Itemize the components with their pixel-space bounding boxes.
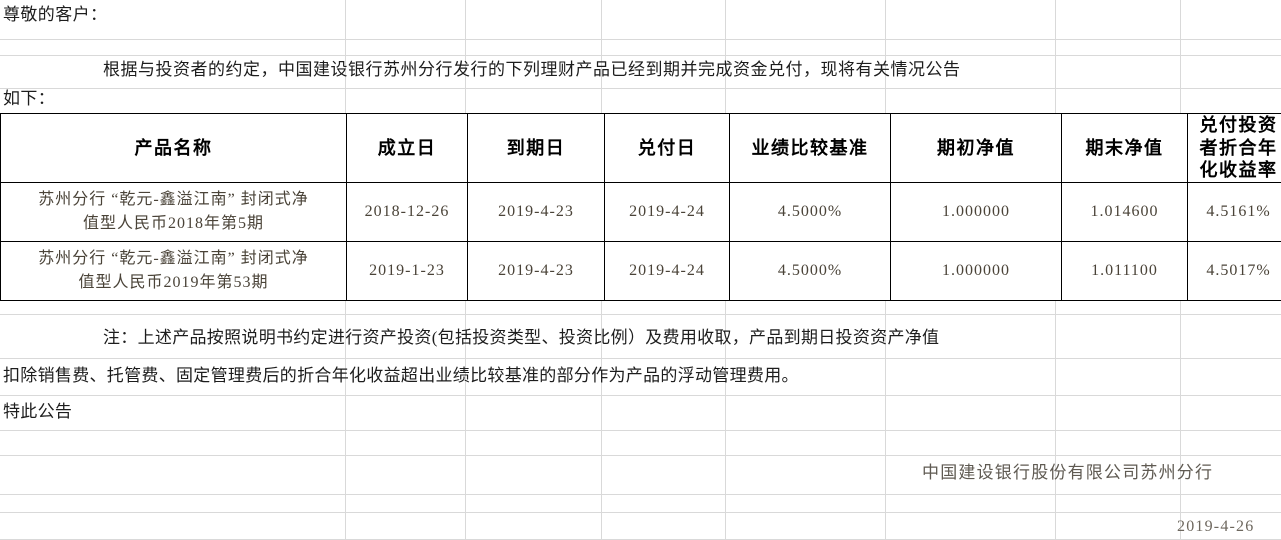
note-line2: 扣除销售费、托管费、固定管理费后的折合年化收益超出业绩比较基准的部分作为产品的浮… (3, 366, 799, 385)
table-row: 苏州分行 “乾元-鑫溢江南” 封闭式净 值型人民币2018年第5期 2018-1… (0, 181, 1281, 242)
cell-payment-date: 2019-4-24 (604, 181, 730, 242)
cell-product-name: 苏州分行 “乾元-鑫溢江南” 封闭式净 值型人民币2018年第5期 (0, 181, 347, 242)
cell-establish-date: 2018-12-26 (346, 181, 468, 242)
product-name-line2: 值型人民币2019年第53期 (78, 273, 269, 291)
cell-establish-date: 2019-1-23 (346, 240, 468, 301)
cell-benchmark: 4.5000% (729, 240, 891, 301)
product-name-line1: 苏州分行 “乾元-鑫溢江南” 封闭式净 (38, 191, 309, 209)
cell-initial-nav: 1.000000 (890, 181, 1062, 242)
note-line3: 特此公告 (3, 402, 73, 421)
column-header-maturity-date: 到期日 (467, 113, 605, 183)
salutation-text: 尊敬的客户： (3, 5, 108, 24)
signature-issuer: 中国建设银行股份有限公司苏州分行 (922, 463, 1214, 482)
cell-maturity-date: 2019-4-23 (467, 181, 605, 242)
table-body: 苏州分行 “乾元-鑫溢江南” 封闭式净 值型人民币2018年第5期 2018-1… (0, 181, 1281, 301)
column-header-benchmark: 业绩比较基准 (729, 113, 891, 183)
cell-maturity-date: 2019-4-23 (467, 240, 605, 301)
products-table: 产品名称 成立日 到期日 兑付日 业绩比较基准 (0, 113, 1281, 301)
column-header-product-name: 产品名称 (0, 113, 347, 183)
cell-product-name: 苏州分行 “乾元-鑫溢江南” 封闭式净 值型人民币2019年第53期 (0, 240, 347, 301)
column-header-annualized-return-label: 兑付投资者折合年化收益率 (1199, 115, 1278, 180)
product-name-line1: 苏州分行 “乾元-鑫溢江南” 封闭式净 (38, 250, 309, 268)
column-header-maturity-date-label: 到期日 (506, 137, 566, 158)
column-header-initial-nav-label: 期初净值 (937, 137, 1015, 158)
column-header-establish-date: 成立日 (346, 113, 468, 183)
column-header-payment-date: 兑付日 (604, 113, 730, 183)
table-row: 苏州分行 “乾元-鑫溢江南” 封闭式净 值型人民币2019年第53期 2019-… (0, 240, 1281, 301)
cell-payment-date: 2019-4-24 (604, 240, 730, 301)
cell-benchmark: 4.5000% (729, 181, 891, 242)
table-header: 产品名称 成立日 到期日 兑付日 业绩比较基准 (0, 113, 1281, 183)
column-header-benchmark-label: 业绩比较基准 (751, 137, 869, 158)
products-table-wrapper: 产品名称 成立日 到期日 兑付日 业绩比较基准 (0, 113, 1281, 301)
signature-date: 2019-4-26 (1177, 518, 1255, 535)
column-header-payment-date-label: 兑付日 (637, 137, 697, 158)
intro-paragraph-line1: 根据与投资者的约定，中国建设银行苏州分行发行的下列理财产品已经到期并完成资金兑付… (103, 60, 961, 79)
column-header-final-nav: 期末净值 (1061, 113, 1188, 183)
cell-final-nav: 1.011100 (1061, 240, 1188, 301)
cell-annualized-return: 4.5017% (1187, 240, 1281, 301)
product-name-line2: 值型人民币2018年第5期 (82, 214, 264, 232)
cell-final-nav: 1.014600 (1061, 181, 1188, 242)
column-header-product-name-label: 产品名称 (134, 137, 213, 158)
cell-initial-nav: 1.000000 (890, 240, 1062, 301)
intro-paragraph-line2: 如下： (3, 89, 56, 108)
note-line1: 注：上述产品按照说明书约定进行资产投资(包括投资类型、投资比例）及费用收取，产品… (103, 328, 940, 347)
table-header-row: 产品名称 成立日 到期日 兑付日 业绩比较基准 (0, 113, 1281, 183)
column-header-final-nav-label: 期末净值 (1085, 137, 1164, 158)
cell-annualized-return: 4.5161% (1187, 181, 1281, 242)
column-header-initial-nav: 期初净值 (890, 113, 1062, 183)
column-header-annualized-return: 兑付投资者折合年化收益率 (1187, 113, 1281, 183)
column-header-establish-date-label: 成立日 (377, 137, 437, 158)
